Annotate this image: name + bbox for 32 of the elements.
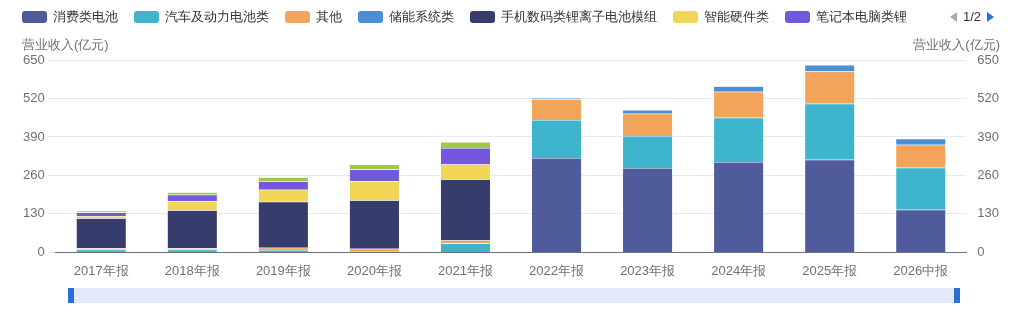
- x-tick-label: 2019年报: [255, 262, 311, 278]
- y-tick-label: 260: [22, 167, 45, 183]
- x-tick-label: 2023年报: [620, 262, 676, 278]
- y2-tick-label: 260: [977, 167, 1000, 183]
- legend-label: 其他: [316, 8, 342, 26]
- y-tick-label: 650: [22, 51, 45, 67]
- x-tick-label: 2017年报: [73, 262, 129, 278]
- x-tick-label: 2025年报: [802, 262, 858, 278]
- x-tick-label: 2024年报: [711, 262, 767, 278]
- y-tick-label: 130: [22, 205, 45, 221]
- y-tick-label: 520: [22, 90, 45, 106]
- legend-label: 储能系统类: [389, 8, 454, 26]
- y-axis-title: 营业收入(亿元): [22, 37, 109, 53]
- y2-tick-label: 520: [977, 90, 1000, 106]
- legend-label: 手机数码类锂离子电池模组: [501, 8, 657, 26]
- x-tick-label: 2018年报: [164, 262, 220, 278]
- y2-tick-label: 650: [977, 51, 1000, 67]
- legend-label: 智能硬件类: [704, 8, 769, 26]
- legend-label: 汽车及动力电池类: [165, 8, 269, 26]
- legend-label: 笔记本电脑类锂: [816, 8, 907, 26]
- y2-tick-label: 390: [977, 128, 1000, 144]
- x-tick-label: 2021年报: [438, 262, 493, 278]
- y2-tick-label: 130: [977, 205, 1000, 221]
- x-tick-label: 2026中报: [893, 262, 949, 278]
- x-tick-label: 2020年报: [346, 262, 402, 278]
- text: 1/2: [962, 9, 981, 24]
- x-tick-label: 2022年报: [529, 262, 584, 278]
- y2-tick-label: 0: [977, 243, 985, 259]
- y-tick-label: 390: [22, 128, 45, 144]
- y-tick-label: 0: [37, 243, 45, 259]
- legend-label: 消费类电池: [53, 8, 118, 26]
- y2-axis-title: 营业收入(亿元): [913, 37, 1000, 53]
